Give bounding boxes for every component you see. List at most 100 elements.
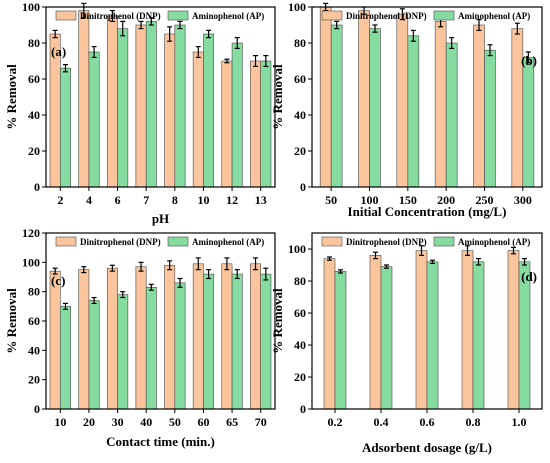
error-bar [263, 267, 269, 281]
error-bar [62, 302, 68, 310]
error-bar [410, 29, 416, 42]
error-bar [177, 277, 183, 288]
bar-dnp-50 [164, 264, 176, 410]
y-tick-label: 0 [300, 402, 306, 416]
error-bar [449, 36, 455, 50]
y-tick-label: 0 [300, 180, 306, 194]
error-bar [91, 45, 97, 59]
error-bar [138, 20, 144, 30]
bar-dnp-20 [78, 269, 90, 410]
legend-swatch-dnp [321, 10, 343, 21]
legend-label-ap: Aminophenol (AP) [192, 11, 264, 21]
bar-dnp-12 [221, 60, 233, 188]
bar-ap-50 [330, 24, 343, 188]
bar-ap-65 [231, 273, 243, 410]
x-tick-label: 12 [226, 193, 238, 207]
y-tick-label: 100 [288, 0, 306, 14]
error-bar [224, 257, 230, 271]
error-bar [195, 257, 201, 271]
legend-label-dnp: Dinitrophenol (DNP) [346, 11, 427, 21]
bar-ap-4 [88, 51, 100, 188]
bar-dnp-70 [250, 263, 261, 410]
y-axis-label: % Removal [270, 288, 285, 354]
error-bar [373, 251, 378, 260]
error-bar [234, 36, 240, 50]
error-bar [120, 20, 126, 37]
error-bar [167, 26, 173, 42]
error-bar [138, 261, 144, 272]
error-bar [327, 256, 332, 261]
x-tick-label: 1.0 [512, 415, 527, 429]
legend: Dinitrophenol (DNP) Aminophenol (AP) [321, 236, 530, 247]
x-tick-label: 150 [399, 193, 417, 207]
bar-dnp-0.8 [461, 250, 474, 410]
y-tick-label: 20 [294, 370, 306, 384]
bar-ap-0.2 [334, 271, 347, 410]
plot-frame [45, 6, 276, 188]
x-tick-label: 200 [437, 193, 455, 207]
legend-swatch-dnp [55, 236, 77, 247]
bar-ap-8 [174, 24, 186, 188]
error-bar [511, 246, 516, 255]
legend-swatch-ap [433, 236, 455, 247]
x-tick-label: 10 [197, 193, 209, 207]
bar-dnp-200 [434, 21, 447, 188]
error-bar [334, 20, 340, 30]
error-bar [476, 19, 482, 31]
bar-ap-20 [88, 300, 100, 410]
panel-label: (b) [521, 53, 537, 68]
y-axis-label: % Removal [270, 64, 285, 130]
bar-ap-150 [407, 35, 420, 188]
bar-ap-6 [117, 28, 129, 188]
bar-ap-0.4 [380, 266, 393, 410]
error-bar [195, 45, 201, 59]
legend-label-ap: Aminophenol (AP) [192, 237, 264, 247]
error-bar [430, 259, 435, 264]
bar-dnp-0.4 [369, 255, 382, 410]
error-bar [206, 29, 212, 39]
x-axis-label: pH [152, 211, 169, 226]
bar-ap-2 [60, 67, 71, 188]
error-bar [465, 245, 470, 256]
legend-label-dnp: Dinitrophenol (DNP) [80, 11, 161, 21]
error-bar [109, 264, 115, 272]
error-bar [81, 2, 87, 19]
error-bar [91, 296, 97, 304]
error-bar [372, 24, 378, 33]
error-bar [253, 54, 259, 68]
x-tick-label: 65 [226, 415, 238, 429]
y-tick-label: 60 [28, 314, 40, 328]
error-bar [62, 63, 68, 73]
x-tick-label: 0.6 [420, 415, 435, 429]
error-bar [253, 257, 259, 271]
x-axis-label: Adsorbent dosage (g/L) [362, 440, 492, 455]
x-tick-label: 0.2 [328, 415, 343, 429]
legend-swatch-ap [167, 236, 189, 247]
bar-dnp-60 [192, 263, 204, 410]
legend-swatch-dnp [321, 236, 343, 247]
error-bar [167, 260, 173, 271]
error-bar [522, 258, 527, 266]
bar-ap-0.8 [472, 261, 485, 410]
error-bar [476, 258, 481, 266]
legend-label-ap: Aminophenol (AP) [458, 237, 530, 247]
y-axis-label: % Removal [4, 64, 19, 130]
bar-dnp-7 [135, 24, 147, 188]
error-bar [514, 22, 520, 35]
chart-panel-1: 2 4 6 7 8 10 12 13 0 20 40 60 80 100 pH % Removal (a) Din… [4, 0, 276, 226]
error-bar [525, 51, 531, 64]
bar-dnp-6 [106, 15, 118, 188]
error-bar [52, 267, 58, 275]
y-tick-label: 80 [28, 285, 40, 299]
bar-dnp-30 [106, 267, 118, 410]
bar-dnp-10 [49, 270, 61, 410]
bar-dnp-4 [78, 10, 90, 188]
x-tick-label: 300 [514, 193, 532, 207]
x-tick-label: 7 [143, 193, 149, 207]
y-tick-label: 20 [294, 144, 306, 158]
y-tick-label: 20 [28, 373, 40, 387]
x-tick-label: 60 [197, 415, 209, 429]
x-tick-label: 0.4 [374, 415, 389, 429]
bar-ap-300 [522, 57, 535, 188]
error-bar [384, 264, 389, 269]
